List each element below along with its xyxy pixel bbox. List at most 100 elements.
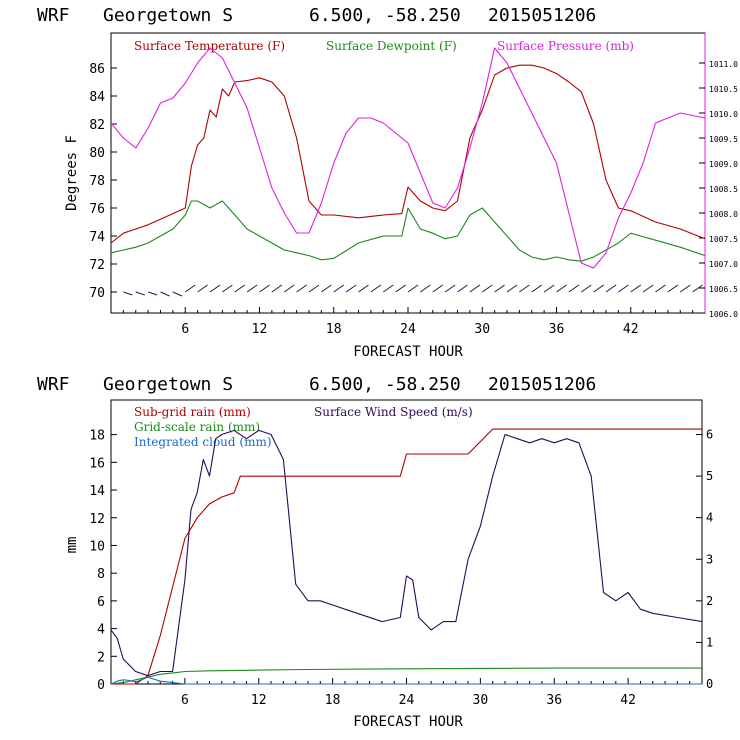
right-tick-label: 1009.0 <box>709 160 738 169</box>
wind-barb <box>519 284 530 293</box>
y-tick-label: 76 <box>89 202 105 217</box>
wind-barb <box>345 284 357 293</box>
series-line-grid-scale-rain-mm <box>110 667 702 685</box>
x-tick-label: 12 <box>251 693 267 708</box>
y-tick-label: 4 <box>97 623 105 638</box>
series-line-surface-temperature-f <box>110 64 706 244</box>
y-tick-label: 70 <box>89 286 105 301</box>
bottom-title-station: Georgetown S <box>103 374 233 395</box>
wind-barb <box>123 291 133 296</box>
legend-subgrid-rain: Sub-grid rain (mm) <box>134 405 251 419</box>
x-tick-label: 12 <box>252 322 268 337</box>
wind-barb <box>469 284 481 293</box>
wind-barb <box>184 284 196 293</box>
top-series <box>110 47 706 269</box>
y-tick-label: 2 <box>97 650 105 665</box>
x-tick-label: 36 <box>546 693 562 708</box>
wind-barb <box>642 284 654 293</box>
wind-barb <box>246 284 258 293</box>
top-title-coords: 6.500, -58.250 <box>309 5 461 26</box>
legend-integrated-cloud: Integrated cloud (mm) <box>134 435 272 449</box>
wind-barb <box>259 284 270 293</box>
y-tick-label: 80 <box>89 146 105 161</box>
wind-barb <box>580 284 592 293</box>
series-line-surface-pressure-mb <box>110 47 706 269</box>
right-tick-label: 4 <box>706 511 713 525</box>
wind-barb <box>296 284 307 293</box>
right-tick-label: 2 <box>706 594 713 608</box>
wind-barb <box>407 284 419 293</box>
series-line-surface-wind-speed-m-s <box>110 429 703 677</box>
top-title-station: Georgetown S <box>103 5 233 26</box>
legend-wind-speed: Surface Wind Speed (m/s) <box>314 405 473 419</box>
y-tick-label: 72 <box>89 258 105 273</box>
legend-dewpoint: Surface Dewpoint (F) <box>326 39 457 53</box>
wind-barb <box>679 284 691 293</box>
wind-barb <box>432 284 444 293</box>
top-x-ticks: 6 12 18 24 30 36 42 <box>122 307 694 337</box>
bottom-panel: WRF Georgetown S 6.500, -58.250 20150512… <box>37 374 713 730</box>
right-tick-label: 1006.5 <box>709 285 738 294</box>
x-tick-label: 30 <box>474 322 490 337</box>
bottom-y-axis-label: mm <box>64 537 80 554</box>
right-tick-label: 1007.0 <box>709 260 738 269</box>
wind-barb <box>593 284 604 293</box>
top-title-run: 2015051206 <box>488 5 596 26</box>
x-tick-label: 42 <box>620 693 636 708</box>
wind-barb <box>667 284 679 293</box>
x-tick-label: 6 <box>181 693 189 708</box>
wind-barb <box>321 284 332 293</box>
x-tick-label: 42 <box>623 322 639 337</box>
series-line-sub-grid-rain-mm <box>111 428 702 685</box>
wind-barb <box>370 284 382 293</box>
y-tick-label: 86 <box>89 62 105 77</box>
bottom-x-ticks: 6 12 18 24 30 36 42 <box>122 678 691 708</box>
bottom-title-coords: 6.500, -58.250 <box>309 374 461 395</box>
right-tick-label: 5 <box>706 469 713 483</box>
y-tick-label: 14 <box>89 484 105 499</box>
wind-barb <box>271 284 283 293</box>
wind-barb <box>692 284 703 293</box>
wind-barb <box>568 284 580 293</box>
legend-gridscale-rain: Grid-scale rain (mm) <box>134 420 260 434</box>
wind-barb <box>420 284 431 293</box>
x-tick-label: 36 <box>549 322 565 337</box>
right-tick-label: 1010.0 <box>709 110 738 119</box>
y-tick-label: 82 <box>89 118 105 133</box>
wind-barb <box>630 284 642 293</box>
wind-barb <box>333 284 345 293</box>
right-tick-label: 1 <box>706 635 713 649</box>
top-y-ticks: 70 72 74 76 78 80 82 84 86 <box>89 62 117 301</box>
wind-barb <box>197 284 208 293</box>
y-tick-label: 0 <box>97 678 105 693</box>
wind-barb <box>395 284 406 293</box>
x-tick-label: 6 <box>181 322 189 337</box>
bottom-y-ticks: 0 2 4 6 8 10 12 14 16 18 <box>89 429 117 693</box>
right-tick-label: 3 <box>706 552 713 566</box>
wind-barb <box>618 284 629 293</box>
x-tick-label: 18 <box>326 322 342 337</box>
right-tick-label: 1006.0 <box>709 310 738 319</box>
right-tick-label: 1009.5 <box>709 135 738 144</box>
wind-barb <box>234 284 246 293</box>
wind-barb <box>358 284 369 293</box>
bottom-x-axis-label: FORECAST HOUR <box>353 714 463 730</box>
wind-barb <box>543 284 555 293</box>
wind-barb <box>444 284 456 293</box>
top-x-axis-label: FORECAST HOUR <box>353 344 463 360</box>
legend-temperature: Surface Temperature (F) <box>134 39 285 53</box>
y-tick-label: 84 <box>89 90 105 105</box>
wind-barb <box>172 291 183 297</box>
x-tick-label: 24 <box>400 322 416 337</box>
bottom-title-model: WRF <box>37 374 70 395</box>
wind-barb <box>147 291 158 296</box>
wind-barb <box>222 284 233 293</box>
wind-barb <box>605 284 617 293</box>
wind-barb <box>531 284 543 293</box>
top-y-axis-label: Degrees F <box>64 135 80 211</box>
top-right-ticks: 1006.0 1006.5 1007.0 1007.5 1008.0 1008.5 1009… <box>699 60 738 319</box>
series-line-surface-dewpoint-f <box>110 200 706 262</box>
y-tick-label: 12 <box>89 512 105 527</box>
wind-barb <box>481 284 493 293</box>
